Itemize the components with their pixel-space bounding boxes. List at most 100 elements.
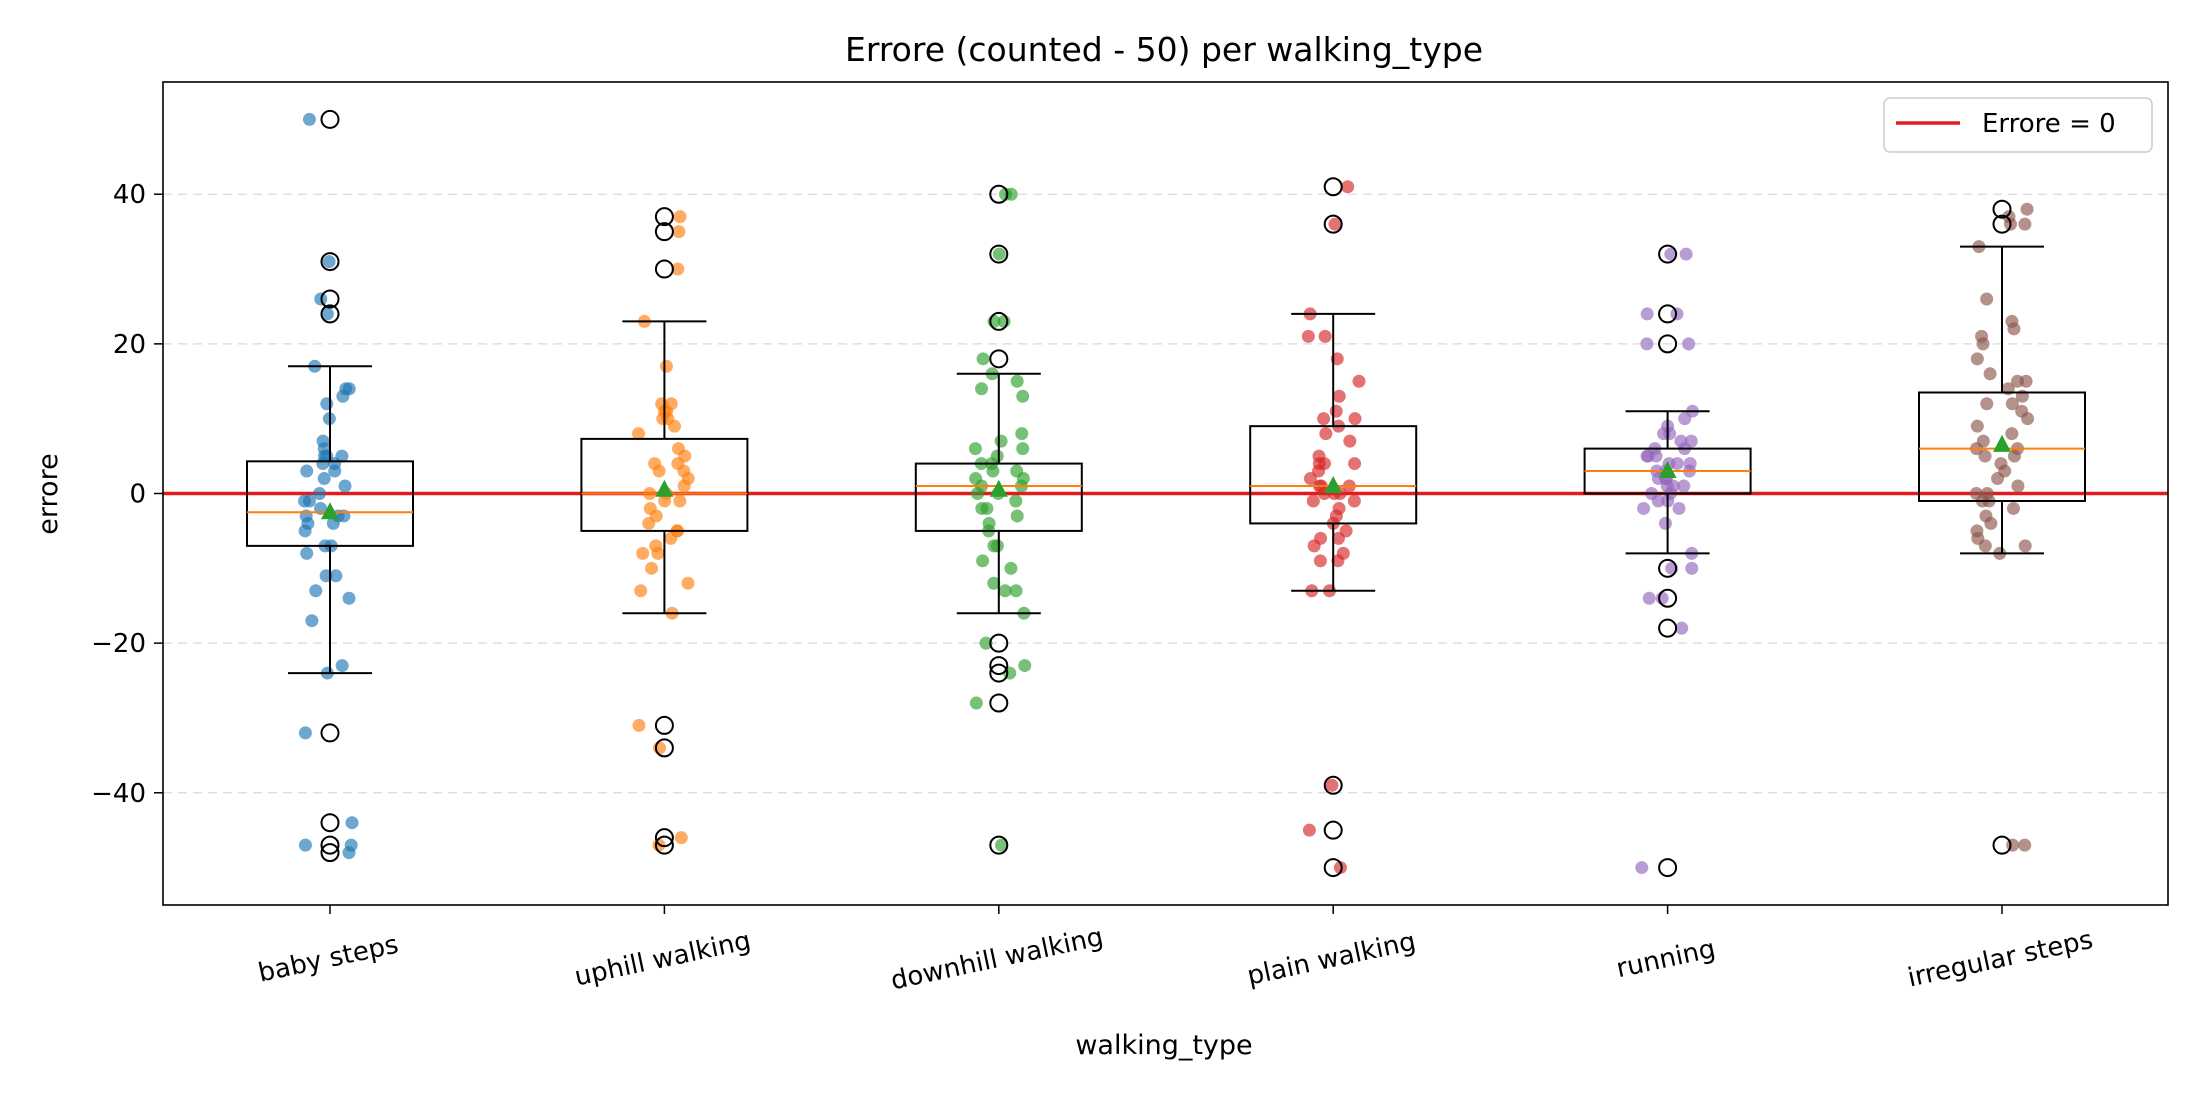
outlier-marker bbox=[989, 633, 1009, 653]
data-point bbox=[968, 442, 982, 456]
outlier-marker bbox=[1323, 214, 1343, 234]
data-point bbox=[986, 464, 1000, 478]
outlier-marker bbox=[989, 693, 1009, 713]
data-point bbox=[659, 359, 673, 373]
x-axis-title: walking_type bbox=[1075, 1030, 1252, 1061]
data-point bbox=[1980, 397, 1994, 411]
mean-marker bbox=[655, 479, 674, 497]
data-point bbox=[2007, 322, 2021, 336]
data-point bbox=[1331, 554, 1345, 568]
data-point bbox=[338, 479, 352, 493]
mean-marker bbox=[1324, 476, 1343, 494]
legend-label: Errore = 0 bbox=[1982, 109, 2116, 139]
outlier-marker bbox=[989, 311, 1009, 331]
data-point bbox=[1658, 516, 1672, 530]
outlier-marker bbox=[989, 835, 1009, 855]
data-point bbox=[1640, 337, 1654, 351]
box-plot bbox=[1249, 177, 1418, 878]
data-point bbox=[1980, 292, 1994, 306]
data-point bbox=[1333, 861, 1347, 875]
data-point bbox=[1642, 591, 1656, 605]
data-point bbox=[1663, 427, 1677, 441]
data-point bbox=[1317, 412, 1331, 426]
data-point bbox=[1307, 539, 1321, 553]
data-point bbox=[1970, 419, 1984, 433]
outlier-marker bbox=[654, 222, 674, 242]
outlier-marker bbox=[1658, 558, 1678, 578]
outlier-marker bbox=[1323, 177, 1343, 197]
data-point bbox=[1332, 389, 1346, 403]
data-point bbox=[671, 262, 685, 276]
legend: Errore = 0 bbox=[1883, 97, 2153, 153]
data-point bbox=[305, 614, 319, 628]
outlier-marker bbox=[989, 184, 1009, 204]
outlier-marker bbox=[320, 843, 340, 863]
data-point bbox=[1302, 823, 1316, 837]
data-point bbox=[1640, 307, 1654, 321]
data-point bbox=[634, 584, 648, 598]
data-point bbox=[664, 531, 678, 545]
data-point bbox=[300, 464, 314, 478]
data-point bbox=[975, 501, 989, 515]
data-point bbox=[1976, 337, 1990, 351]
data-point bbox=[632, 718, 646, 732]
mean-marker bbox=[1658, 461, 1677, 479]
box-plot bbox=[246, 109, 414, 863]
points-layer bbox=[298, 112, 2035, 875]
data-point bbox=[336, 389, 350, 403]
data-point bbox=[2018, 838, 2032, 852]
outlier-marker bbox=[320, 252, 340, 272]
data-point bbox=[298, 494, 312, 508]
data-point bbox=[1637, 501, 1651, 515]
box-iqr bbox=[914, 462, 1083, 532]
data-point bbox=[998, 584, 1012, 598]
data-point bbox=[1004, 187, 1018, 201]
box-iqr bbox=[246, 460, 414, 547]
boxes-layer bbox=[246, 109, 2086, 878]
data-point bbox=[969, 696, 983, 710]
data-point bbox=[1984, 516, 1998, 530]
outlier-marker bbox=[1658, 588, 1678, 608]
data-point bbox=[1318, 329, 1332, 343]
data-point bbox=[658, 494, 672, 508]
data-point bbox=[1016, 442, 1030, 456]
data-point bbox=[994, 434, 1008, 448]
outlier-marker bbox=[320, 813, 340, 833]
outlier-marker bbox=[989, 663, 1009, 683]
data-point bbox=[645, 561, 659, 575]
outlier-marker bbox=[654, 207, 674, 227]
data-point bbox=[632, 427, 646, 441]
data-point bbox=[976, 352, 990, 366]
y-tick-label: 20 bbox=[113, 330, 146, 360]
data-point bbox=[1348, 457, 1362, 471]
y-tick-label: −20 bbox=[91, 629, 146, 659]
outlier-marker bbox=[654, 828, 674, 848]
data-point bbox=[1655, 591, 1669, 605]
y-tick-label: 0 bbox=[129, 480, 146, 510]
data-point bbox=[1009, 494, 1023, 508]
data-point bbox=[2007, 449, 2021, 463]
data-point bbox=[345, 816, 359, 830]
data-point bbox=[1328, 217, 1342, 231]
outlier-marker bbox=[654, 259, 674, 279]
data-point bbox=[1682, 337, 1696, 351]
data-point bbox=[1352, 374, 1366, 388]
data-point bbox=[2021, 412, 2035, 426]
y-tick-label: −40 bbox=[91, 779, 146, 809]
data-point bbox=[1015, 427, 1029, 441]
data-point bbox=[298, 726, 312, 740]
data-point bbox=[997, 314, 1011, 328]
outlier-marker bbox=[320, 723, 340, 743]
data-point bbox=[1010, 509, 1024, 523]
outlier-marker bbox=[1658, 304, 1678, 324]
data-point bbox=[320, 307, 334, 321]
data-point bbox=[2018, 539, 2032, 553]
data-point bbox=[1664, 247, 1678, 261]
box-iqr bbox=[1918, 391, 2086, 502]
data-point bbox=[1991, 472, 2005, 486]
data-point bbox=[322, 255, 336, 269]
y-axis-title: errore bbox=[33, 453, 64, 534]
data-point bbox=[1677, 479, 1691, 493]
